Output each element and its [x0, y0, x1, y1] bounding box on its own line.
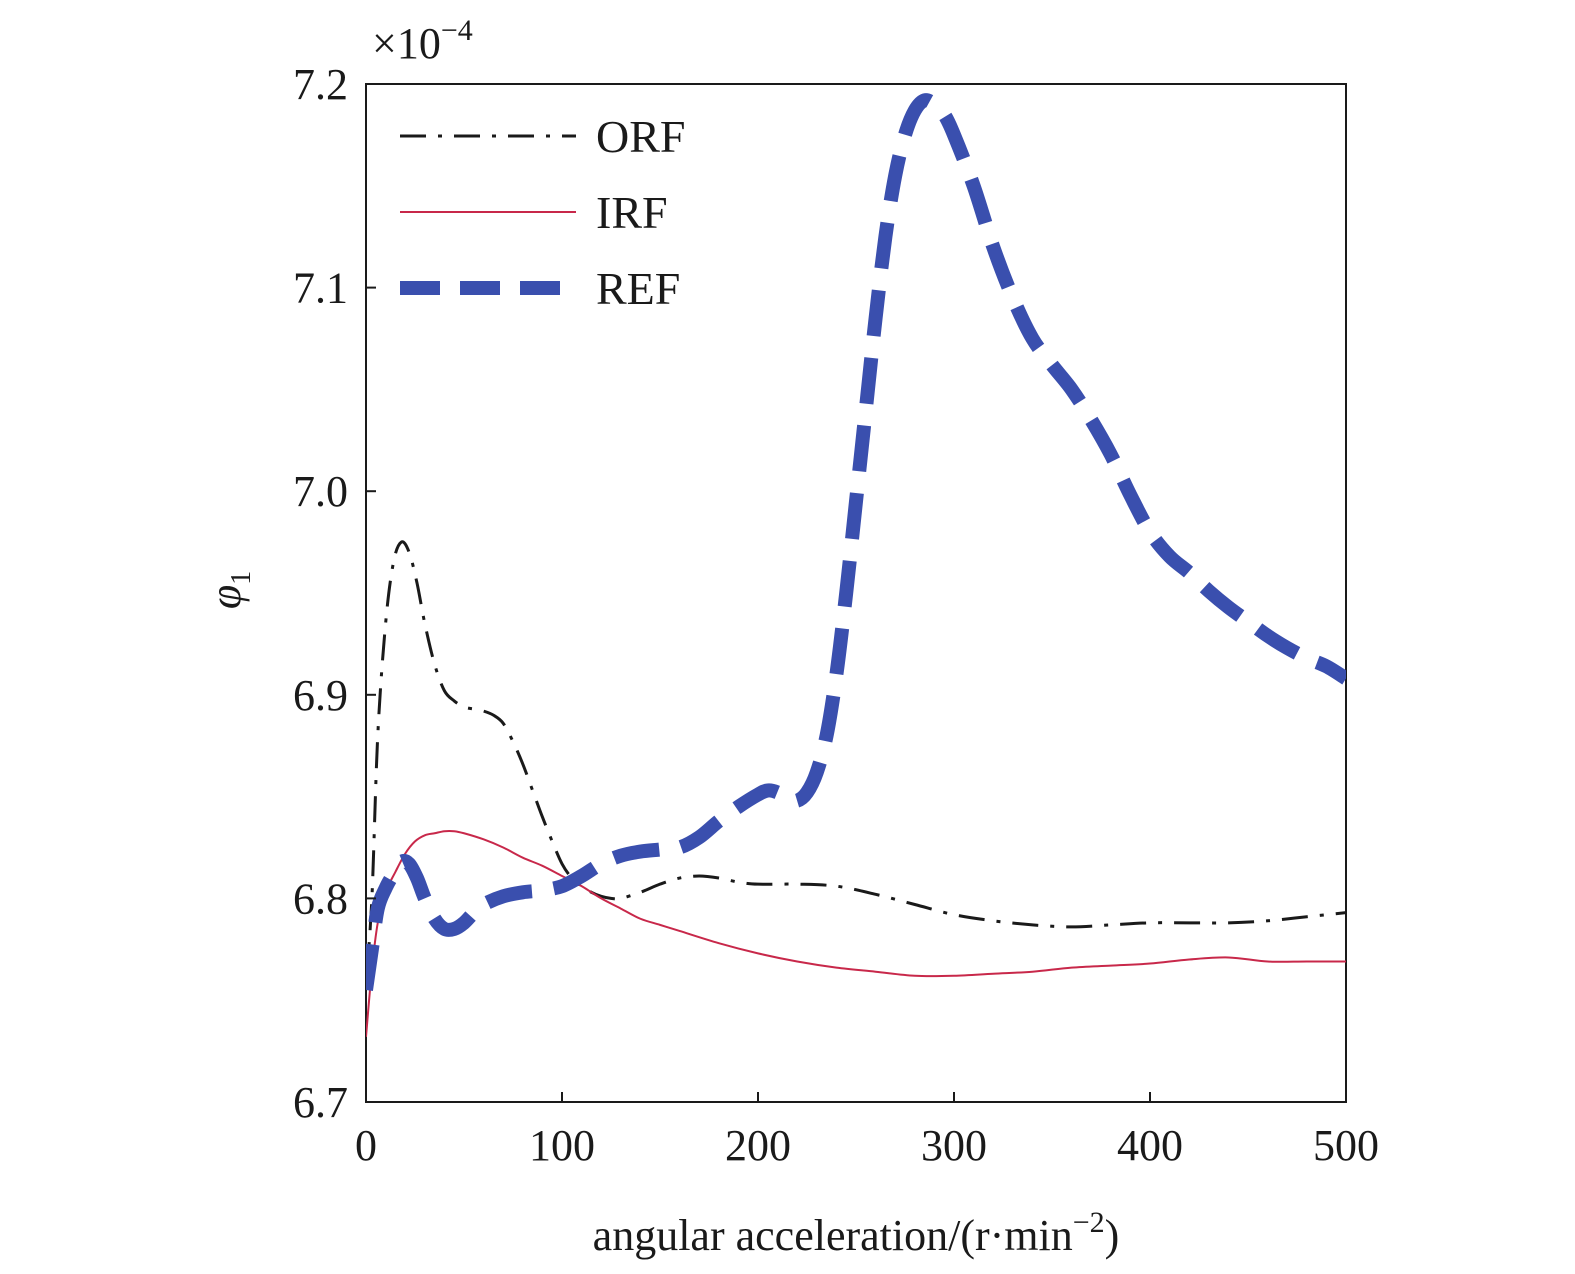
plot-area — [365, 83, 1347, 1103]
y-tick-label: 6.9 — [293, 671, 348, 720]
y-tick-label: 6.8 — [293, 874, 348, 923]
y-multiplier: ×10−4 — [372, 14, 473, 68]
legend-label-orf: ORF — [596, 111, 685, 162]
series-line-irf — [366, 829, 1346, 1037]
legend-label-ref: REF — [596, 263, 680, 314]
x-tick-label: 500 — [1313, 1121, 1379, 1170]
y-tick-label: 6.7 — [293, 1078, 348, 1127]
x-tick-label: 100 — [529, 1121, 595, 1170]
y-tick-label: 7.2 — [293, 60, 348, 109]
y-axis-label: φ1 — [201, 571, 257, 609]
x-axis-label: angular acceleration/(r·min−2) — [593, 1206, 1120, 1260]
x-tick-label: 300 — [921, 1121, 987, 1170]
legend-label-irf: IRF — [596, 187, 668, 238]
y-axis: 6.7 6.8 6.9 7.0 7.1 7.2 — [293, 60, 376, 1127]
series-line-orf — [366, 540, 1346, 985]
x-axis: 0 100 200 300 400 500 — [355, 1092, 1379, 1170]
x-tick-label: 400 — [1117, 1121, 1183, 1170]
y-tick-label: 7.0 — [293, 467, 348, 516]
x-tick-label: 0 — [355, 1121, 377, 1170]
legend: ORF IRF REF — [400, 111, 685, 314]
y-tick-label: 7.1 — [293, 264, 348, 313]
series-layer — [366, 93, 1346, 1037]
x-tick-label: 200 — [725, 1121, 791, 1170]
series-line-ref — [366, 93, 1346, 992]
